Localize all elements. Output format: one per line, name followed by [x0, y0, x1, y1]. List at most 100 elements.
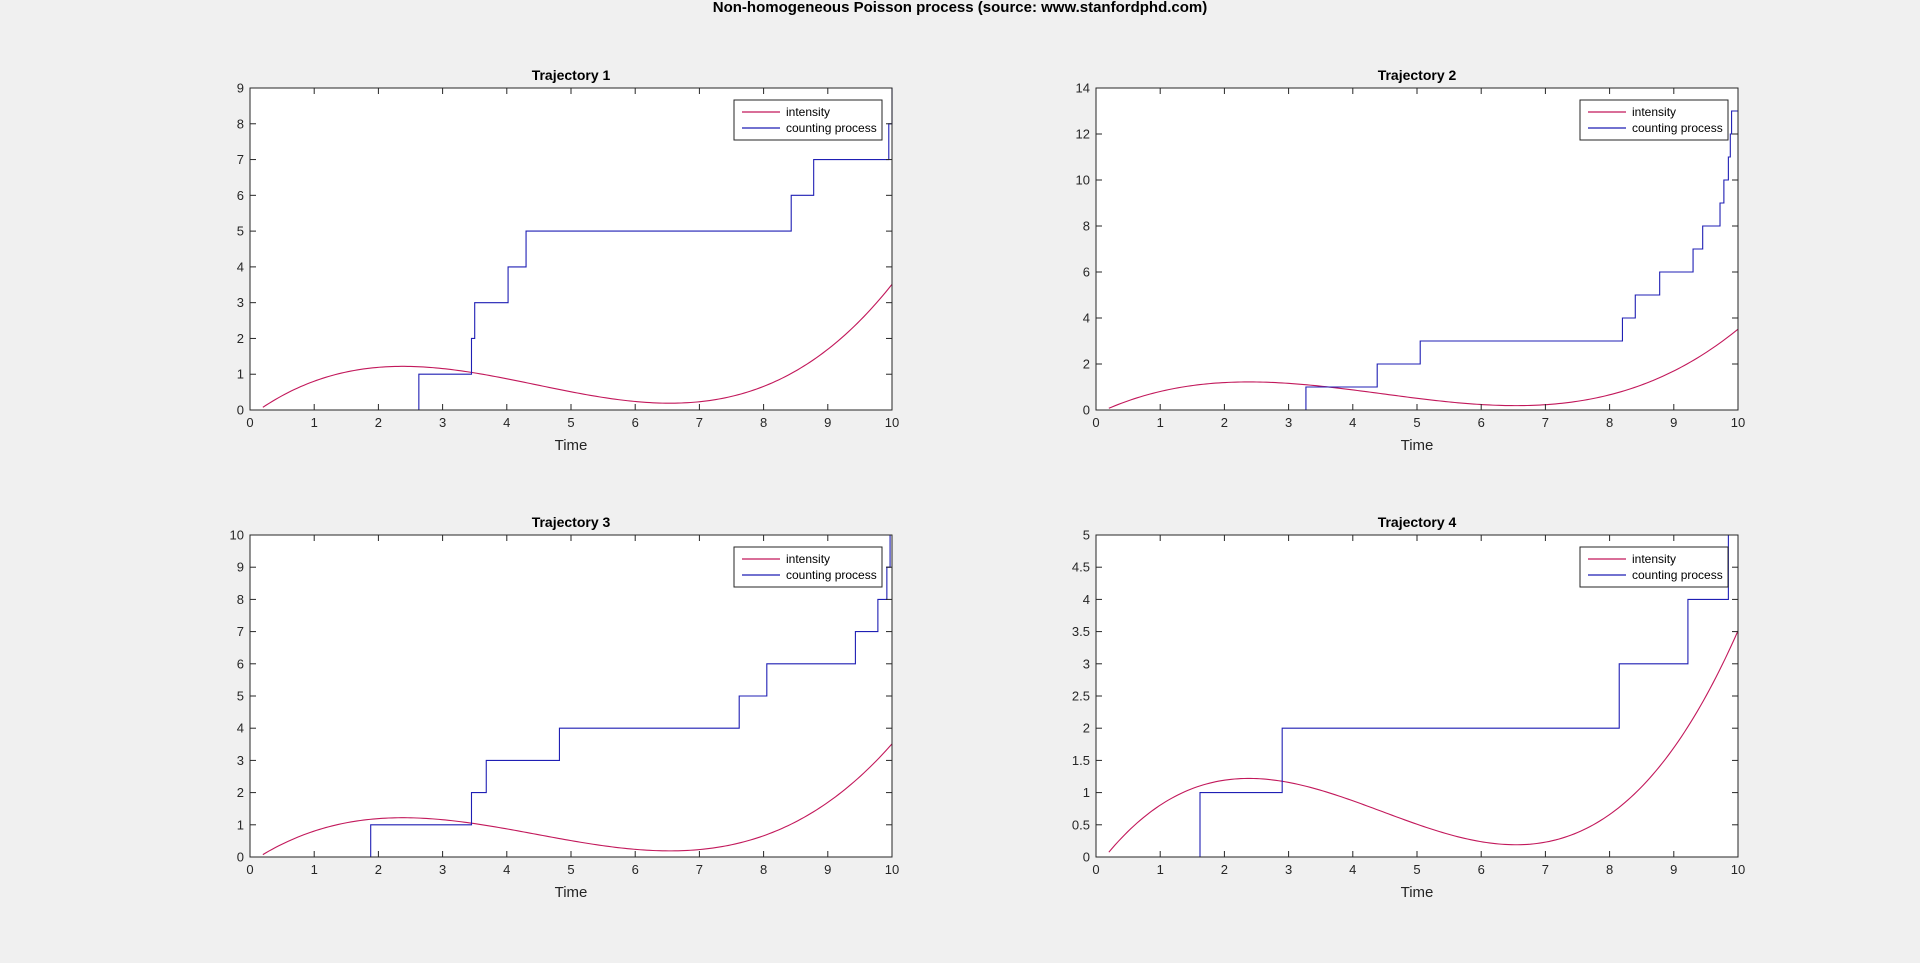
- y-tick-label: 5: [1083, 528, 1090, 543]
- x-tick-label: 6: [632, 415, 639, 430]
- x-tick-label: 0: [1092, 415, 1099, 430]
- y-tick-label: 3: [237, 753, 244, 768]
- subplot-title: Trajectory 3: [532, 514, 611, 530]
- x-tick-label: 7: [1542, 862, 1549, 877]
- y-tick-label: 0: [1083, 403, 1090, 418]
- x-tick-label: 4: [503, 415, 510, 430]
- figure-title: Non-homogeneous Poisson process (source:…: [713, 0, 1208, 16]
- y-tick-label: 1: [237, 367, 244, 382]
- x-tick-label: 7: [1542, 415, 1549, 430]
- y-tick-label: 7: [237, 152, 244, 167]
- subplot-title: Trajectory 1: [532, 67, 611, 83]
- x-tick-label: 4: [1349, 862, 1356, 877]
- subplot-title: Trajectory 2: [1378, 67, 1457, 83]
- x-tick-label: 3: [1285, 415, 1292, 430]
- intensity-line: [1108, 630, 1739, 853]
- y-tick-label: 8: [1083, 219, 1090, 234]
- y-tick-label: 4: [237, 721, 244, 736]
- y-tick-label: 12: [1076, 127, 1090, 142]
- x-tick-label: 10: [885, 862, 899, 877]
- x-tick-label: 8: [1606, 415, 1613, 430]
- legend-entry: intensity: [786, 105, 830, 119]
- x-tick-label: 8: [1606, 862, 1613, 877]
- x-tick-label: 3: [1285, 862, 1292, 877]
- x-tick-label: 3: [439, 415, 446, 430]
- y-tick-label: 3.5: [1072, 624, 1090, 639]
- x-tick-label: 5: [567, 862, 574, 877]
- y-tick-label: 8: [237, 116, 244, 131]
- x-axis-label: Time: [555, 437, 588, 454]
- subplot-title: Trajectory 4: [1378, 514, 1457, 530]
- y-tick-label: 2.5: [1072, 689, 1090, 704]
- x-tick-label: 10: [885, 415, 899, 430]
- legend-box: [733, 546, 883, 588]
- y-tick-label: 2: [237, 785, 244, 800]
- plot-area: [1096, 88, 1738, 410]
- x-tick-label: 6: [1478, 862, 1485, 877]
- x-axis-label: Time: [1401, 884, 1434, 901]
- x-tick-label: 1: [1157, 415, 1164, 430]
- y-tick-label: 0: [237, 850, 244, 865]
- y-tick-label: 14: [1076, 81, 1090, 96]
- x-tick-label: 5: [1413, 862, 1420, 877]
- y-tick-label: 2: [1083, 357, 1090, 372]
- x-tick-label: 7: [696, 862, 703, 877]
- legend-entry: intensity: [1632, 552, 1676, 566]
- intensity-line: [262, 743, 893, 856]
- x-tick-label: 9: [824, 415, 831, 430]
- x-tick-label: 4: [1349, 415, 1356, 430]
- legend-box: [1579, 99, 1729, 141]
- y-tick-label: 1: [237, 817, 244, 832]
- legend-entry: counting process: [1632, 568, 1723, 582]
- y-tick-label: 10: [1076, 173, 1090, 188]
- y-tick-label: 1.5: [1072, 753, 1090, 768]
- y-tick-label: 7: [237, 624, 244, 639]
- legend: intensity counting process: [1579, 99, 1729, 141]
- y-tick-label: 4: [1083, 592, 1090, 607]
- legend-box: [733, 99, 883, 141]
- x-tick-label: 6: [632, 862, 639, 877]
- subplot-4: 0 1 2 3 4 5 6 7 8 9 10 0 0.5 1 1.5 2 2.5 3 3.5 4 4.5 5 Traject…: [1072, 514, 1745, 901]
- legend-entry: intensity: [786, 552, 830, 566]
- y-tick-label: 3: [237, 295, 244, 310]
- y-tick-label: 6: [237, 656, 244, 671]
- x-tick-label: 0: [1092, 862, 1099, 877]
- legend-entry: counting process: [1632, 121, 1723, 135]
- legend-entry: intensity: [1632, 105, 1676, 119]
- x-tick-label: 9: [824, 862, 831, 877]
- legend: intensity counting process: [733, 546, 883, 588]
- intensity-line: [1108, 328, 1739, 409]
- y-tick-label: 2: [237, 331, 244, 346]
- x-axis-label: Time: [1401, 437, 1434, 454]
- subplot-1: 0 1 2 3 4 5 6 7 8 9 10 0 1 2 3 4 5 6 7 8 9 Trajectory 1 Time in…: [237, 67, 899, 454]
- x-tick-label: 2: [1221, 415, 1228, 430]
- x-tick-label: 9: [1670, 415, 1677, 430]
- y-tick-label: 6: [237, 188, 244, 203]
- legend: intensity counting process: [1579, 546, 1729, 588]
- x-tick-label: 4: [503, 862, 510, 877]
- x-tick-label: 2: [375, 415, 382, 430]
- legend-entry: counting process: [786, 121, 877, 135]
- x-tick-label: 2: [375, 862, 382, 877]
- x-tick-label: 5: [567, 415, 574, 430]
- legend-entry: counting process: [786, 568, 877, 582]
- plot-area: [1096, 535, 1738, 857]
- intensity-line: [262, 283, 893, 408]
- counting-process-line: [250, 534, 892, 858]
- x-tick-label: 1: [311, 415, 318, 430]
- plot-area: [250, 88, 892, 410]
- x-tick-label: 1: [311, 862, 318, 877]
- x-axis-label: Time: [555, 884, 588, 901]
- y-tick-label: 9: [237, 81, 244, 96]
- y-tick-label: 1: [1083, 785, 1090, 800]
- y-tick-label: 8: [237, 592, 244, 607]
- x-tick-label: 0: [246, 862, 253, 877]
- y-tick-label: 0.5: [1072, 817, 1090, 832]
- counting-process-line: [1096, 110, 1738, 411]
- y-tick-label: 9: [237, 560, 244, 575]
- legend-box: [1579, 546, 1729, 588]
- y-tick-label: 5: [237, 689, 244, 704]
- x-tick-label: 10: [1731, 415, 1745, 430]
- counting-process-line: [1096, 534, 1738, 858]
